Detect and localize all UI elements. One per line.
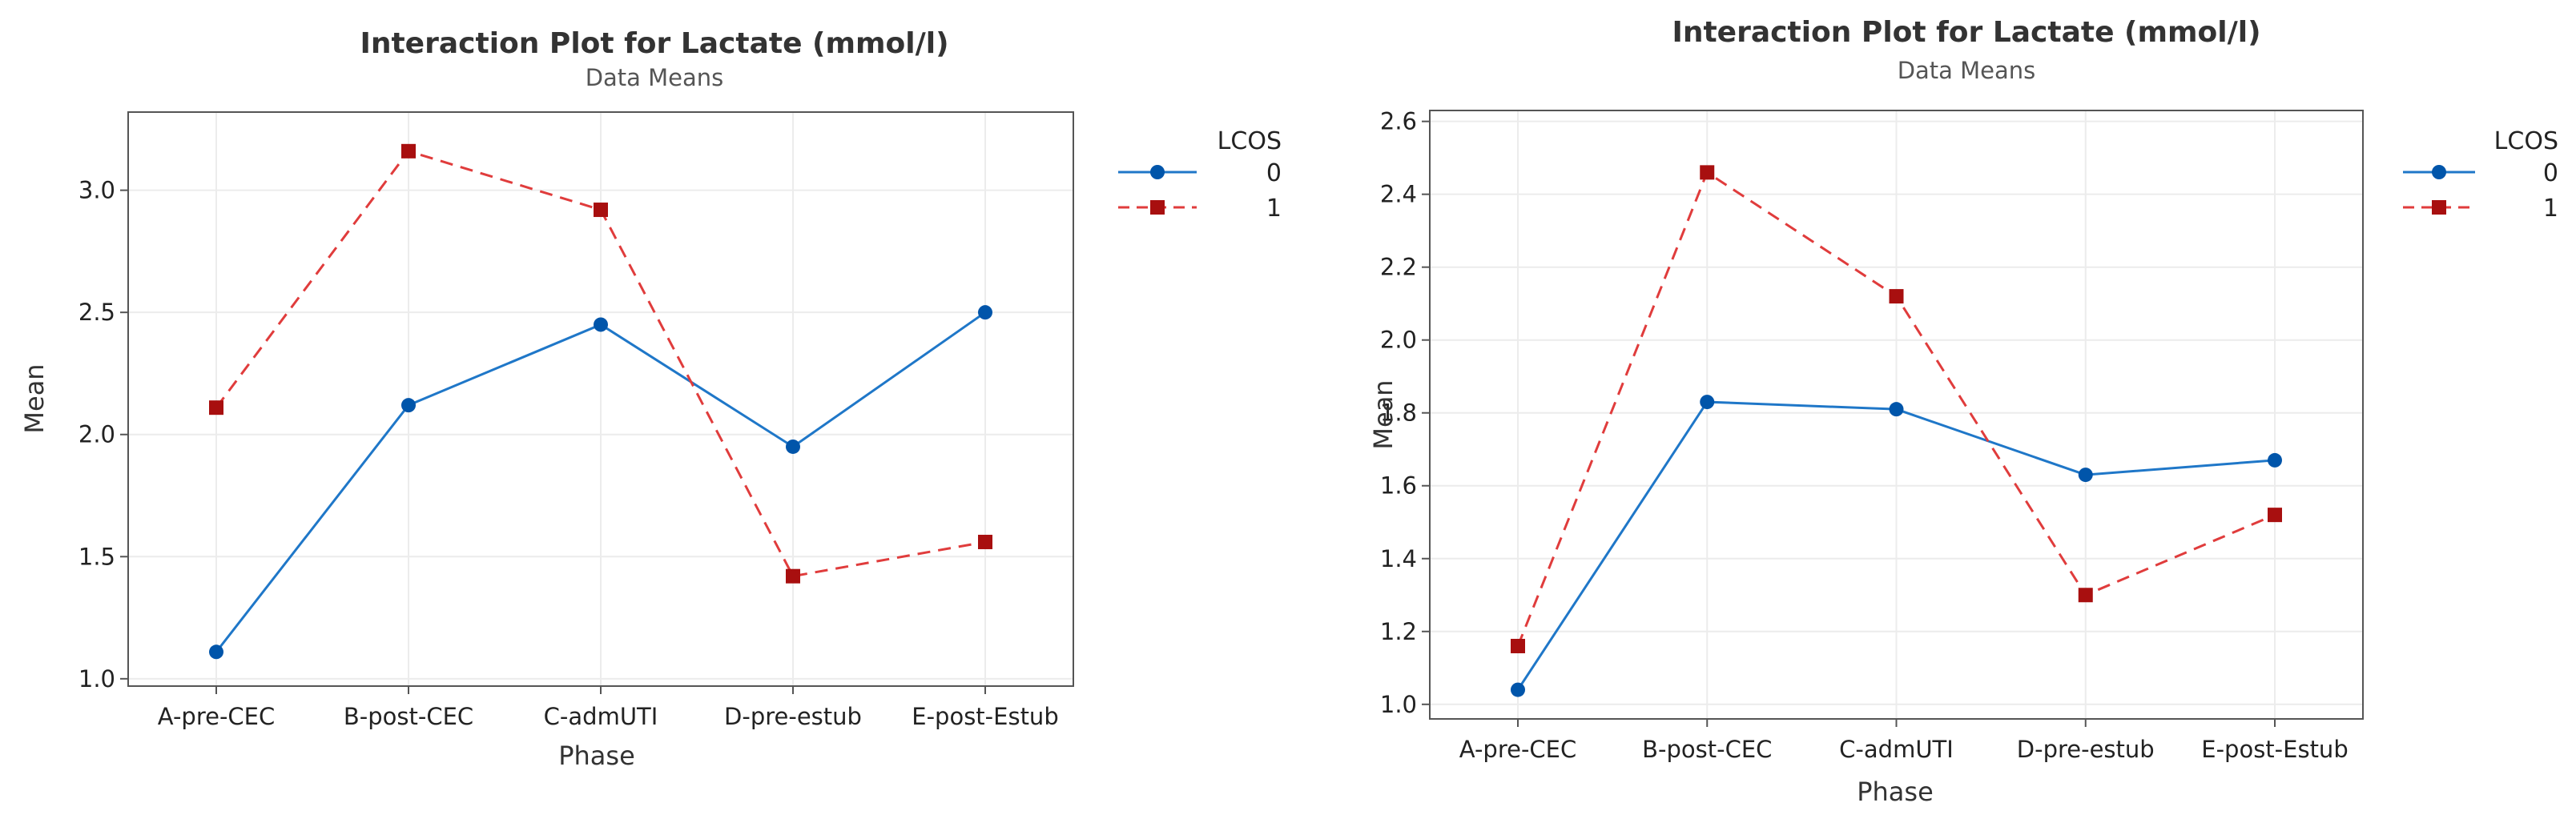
chart-2-series-1-point xyxy=(2268,508,2282,523)
chart-2-x-tick-label: E-post-Estub xyxy=(2201,736,2348,763)
chart-2-title: Interaction Plot for Lactate (mmol/l) xyxy=(1672,16,2260,49)
chart-2-series-0-point xyxy=(2268,452,2282,468)
chart-1-x-axis: A-pre-CEC B-post-CEC C-admUTI D-pre-estub E-… xyxy=(158,686,1059,730)
chart-2-y-tick-label: 1.0 xyxy=(1380,691,1417,718)
chart-2-x-tick-label: B-post-CEC xyxy=(1642,736,1772,763)
chart-2-y-axis: 1.0 1.2 1.4 1.6 1.8 2.0 2.2 2.4 2.6 xyxy=(1380,108,1430,718)
chart-1-y-tick-label: 3.0 xyxy=(78,177,115,204)
chart-2-x-axis-label: Phase xyxy=(1857,777,1934,807)
chart-1-title: Interaction Plot for Lactate (mmol/l) xyxy=(360,27,948,60)
chart-1-legend-label-0: 0 xyxy=(1266,159,1282,187)
chart-2-subtitle: Data Means xyxy=(1898,57,2036,84)
chart-2-legend-marker-1 xyxy=(2432,200,2446,215)
chart-2-series-1-point xyxy=(1889,289,1904,304)
chart-2-y-tick-label: 1.2 xyxy=(1380,618,1417,645)
chart-2-legend: LCOS 0 1 xyxy=(2403,127,2558,223)
chart-1-y-tick-label: 2.5 xyxy=(78,299,115,326)
chart-2-x-tick-label: D-pre-estub xyxy=(2017,736,2155,763)
chart-2-series-0-point xyxy=(1511,682,1525,697)
chart-1-legend-label-1: 1 xyxy=(1266,195,1282,223)
chart-2-y-tick-label: 2.0 xyxy=(1380,327,1417,354)
chart-2-series-1-point xyxy=(1511,638,1525,653)
chart-1-y-axis: 1.0 1.5 2.0 2.5 3.0 xyxy=(78,177,128,692)
chart-2-legend-label-0: 0 xyxy=(2543,159,2558,187)
chart-2-legend-label-1: 1 xyxy=(2543,195,2558,223)
chart-2-x-axis: A-pre-CEC B-post-CEC C-admUTI D-pre-estub E-… xyxy=(1459,719,2349,763)
chart-2-x-tick-label: C-admUTI xyxy=(1839,736,1954,763)
chart-2-y-tick-label: 1.6 xyxy=(1380,472,1417,500)
chart-2-series-0-point xyxy=(1700,395,1715,410)
chart-2-y-tick-label: 1.4 xyxy=(1380,545,1417,572)
chart-2: Interaction Plot for Lactate (mmol/l) Da… xyxy=(1368,16,2558,807)
chart-1-series xyxy=(209,143,992,660)
chart-1-series-0-point xyxy=(594,317,608,332)
chart-2-grid xyxy=(1430,110,2363,719)
chart-2-y-axis-label: Mean xyxy=(1368,379,1399,449)
chart-1-x-tick-label: C-admUTI xyxy=(544,703,658,730)
chart-1-legend: LCOS 0 1 xyxy=(1118,127,1282,223)
chart-2-y-tick-label: 1.8 xyxy=(1380,399,1417,427)
chart-1-x-axis-label: Phase xyxy=(558,741,635,771)
chart-1-series-0-point xyxy=(401,398,416,413)
chart-1-grid xyxy=(128,112,1073,686)
chart-1-series-1-point xyxy=(401,143,416,159)
chart-1-subtitle: Data Means xyxy=(586,64,724,91)
chart-2-legend-title: LCOS xyxy=(2494,127,2558,155)
chart-2-series-1-point xyxy=(2078,588,2093,603)
chart-1: Interaction Plot for Lactate (mmol/l) Da… xyxy=(19,27,1282,771)
chart-2-x-tick-label: A-pre-CEC xyxy=(1459,736,1577,763)
chart-1-series-1-point xyxy=(978,534,992,549)
chart-1-series-0-point xyxy=(786,439,800,454)
chart-2-y-tick-label: 2.2 xyxy=(1380,254,1417,281)
chart-1-x-tick-label: D-pre-estub xyxy=(724,703,862,730)
chart-1-series-0-point xyxy=(209,644,223,660)
chart-2-y-tick-label: 2.6 xyxy=(1380,108,1417,135)
chart-1-x-tick-label: B-post-CEC xyxy=(344,703,473,730)
chart-1-y-tick-label: 2.0 xyxy=(78,421,115,448)
chart-1-legend-title: LCOS xyxy=(1218,127,1282,155)
chart-1-series-1-point xyxy=(786,568,800,584)
chart-1-legend-marker-1 xyxy=(1150,200,1165,215)
chart-1-y-tick-label: 1.0 xyxy=(78,665,115,692)
chart-1-series-1-point xyxy=(594,203,608,218)
chart-2-series-1-point xyxy=(1700,165,1715,180)
chart-1-x-tick-label: E-post-Estub xyxy=(912,703,1058,730)
chart-2-series-0-point xyxy=(2078,468,2093,483)
chart-1-legend-marker-0 xyxy=(1150,165,1165,179)
chart-2-series-0-point xyxy=(1889,402,1904,417)
chart-2-y-tick-label: 2.4 xyxy=(1380,181,1417,208)
chart-1-series-0-point xyxy=(978,305,992,320)
chart-1-y-axis-label: Mean xyxy=(19,363,50,433)
chart-1-y-tick-label: 1.5 xyxy=(78,543,115,570)
chart-1-series-1-point xyxy=(209,400,223,416)
chart-2-series xyxy=(1511,165,2282,697)
chart-2-legend-marker-0 xyxy=(2432,165,2446,179)
chart-1-x-tick-label: A-pre-CEC xyxy=(158,703,276,730)
